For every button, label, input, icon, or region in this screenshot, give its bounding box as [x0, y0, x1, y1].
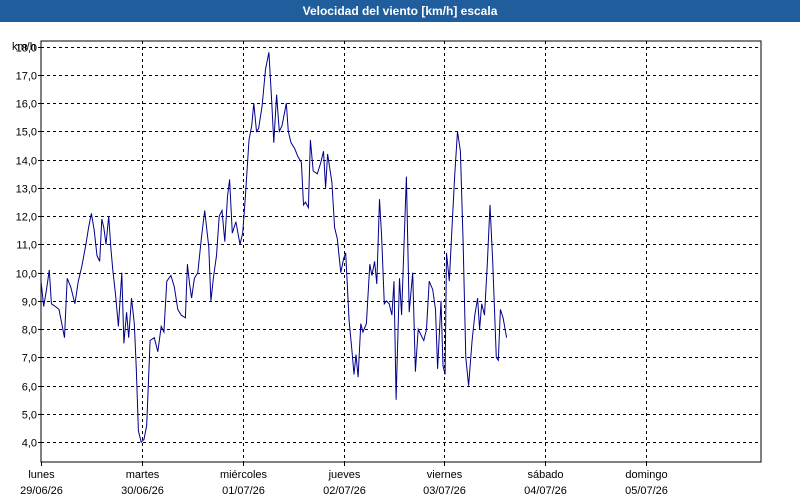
x-tick-label-date: 01/07/26: [222, 485, 265, 497]
y-tick-label: 6,0: [22, 382, 37, 394]
y-tick-label: 7,0: [22, 353, 37, 365]
x-tick-label-date: 05/07/26: [625, 485, 668, 497]
x-tick-label-day: martes: [126, 469, 160, 481]
y-tick-label: 4,0: [22, 438, 37, 450]
y-tick-label: 18,0: [16, 43, 37, 55]
x-tick-label-day: jueves: [328, 469, 361, 481]
chart-title: Velocidad del viento [km/h] escala: [0, 0, 800, 22]
y-tick-label: 5,0: [22, 410, 37, 422]
y-tick-label: 15,0: [16, 127, 37, 139]
x-tick-label-day: domingo: [625, 469, 667, 481]
plot-area: [40, 40, 762, 463]
y-tick-label: 13,0: [16, 184, 37, 196]
y-tick-label: 11,0: [16, 240, 37, 252]
y-axis-label: km/h: [12, 41, 36, 53]
y-tick-label: 8,0: [22, 325, 37, 337]
y-tick-label: 10,0: [16, 269, 37, 281]
y-tick-label: 12,0: [16, 212, 37, 224]
y-tick-label: 17,0: [16, 71, 37, 83]
x-tick-label-day: miércoles: [220, 469, 268, 481]
x-tick-label-date: 02/07/26: [323, 485, 366, 497]
x-tick-label-day: lunes: [28, 469, 55, 481]
y-tick-label: 16,0: [16, 99, 37, 111]
x-tick-label-date: 04/07/26: [524, 485, 567, 497]
x-tick-label-date: 30/06/26: [121, 485, 164, 497]
y-tick-label: 9,0: [22, 297, 37, 309]
x-tick-label-day: sábado: [527, 469, 563, 481]
series-line: [40, 52, 508, 444]
y-tick-label: 14,0: [16, 156, 37, 168]
x-tick-label-date: 03/07/26: [423, 485, 466, 497]
x-tick-label-day: viernes: [427, 469, 463, 481]
x-tick-label-date: 29/06/26: [20, 485, 63, 497]
